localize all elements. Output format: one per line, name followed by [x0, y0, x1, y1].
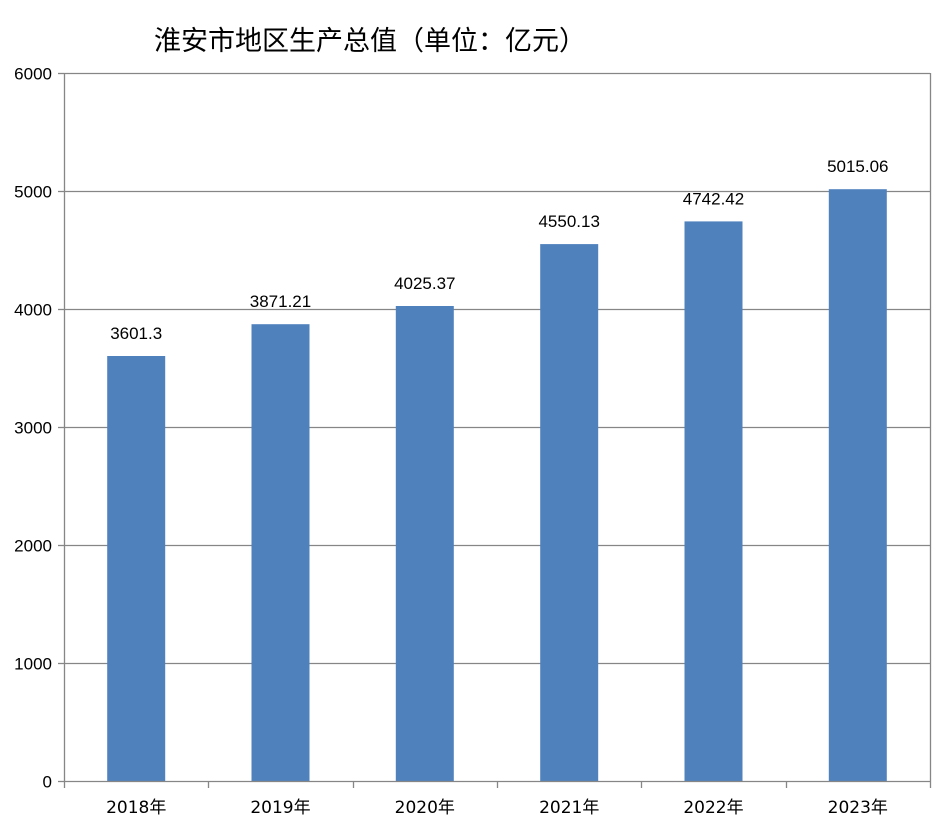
y-tick-label: 0: [43, 773, 52, 792]
gridlines: [64, 72, 932, 781]
x-tick-label: 2021年: [539, 798, 599, 818]
bar-2018年: [107, 356, 166, 781]
data-label-2018年: 3601.3: [110, 324, 162, 343]
x-tick-label: 2020年: [395, 798, 455, 818]
data-label-2022年: 4742.42: [683, 189, 744, 208]
data-label-2019年: 3871.21: [250, 292, 311, 311]
bar-2020年: [395, 306, 454, 781]
data-labels: 3601.3 3871.21 4025.37 4550.13 4742.42 5015.0…: [110, 157, 888, 343]
x-tick-label: 2018年: [106, 798, 166, 818]
bar-2019年: [251, 324, 310, 781]
axes: [58, 72, 932, 788]
x-axis-tick-labels: 2018年 2019年 2020年 2021年 2022年 2023年: [106, 798, 888, 818]
y-tick-label: 1000: [14, 655, 52, 674]
y-tick-label: 3000: [14, 419, 52, 438]
data-label-2023年: 5015.06: [827, 157, 888, 176]
y-tick-label: 2000: [14, 537, 52, 556]
data-label-2021年: 4550.13: [538, 212, 599, 231]
data-label-2020年: 4025.37: [394, 274, 455, 293]
bar-2022年: [684, 221, 743, 781]
x-tick-label: 2023年: [828, 798, 888, 818]
x-tick-label: 2019年: [250, 798, 310, 818]
y-tick-label: 4000: [14, 301, 52, 320]
y-axis-tick-labels: 0 1000 2000 3000 4000 5000 6000: [14, 65, 52, 792]
y-tick-label: 6000: [14, 65, 52, 84]
bar-2021年: [540, 244, 599, 782]
y-tick-label: 5000: [14, 183, 52, 202]
chart-title: 淮安市地区生产总值（单位：亿元）: [154, 26, 586, 57]
bars: [107, 189, 887, 782]
x-tick-label: 2022年: [683, 798, 743, 818]
bar-2023年: [828, 189, 887, 781]
